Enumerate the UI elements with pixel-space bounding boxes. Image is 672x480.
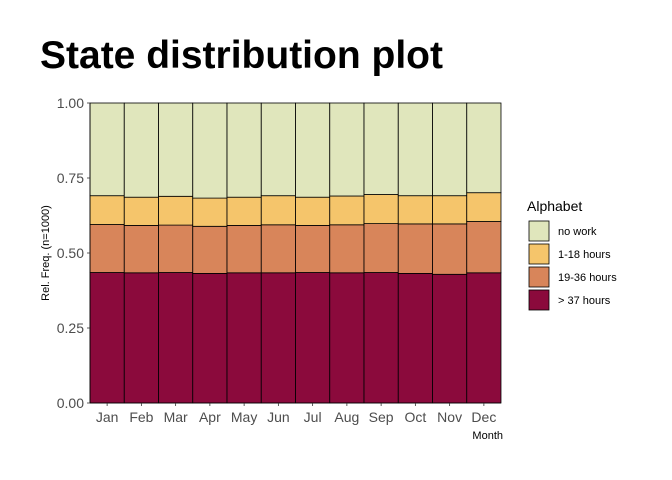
legend-items: no work 1-18 hours 19-36 hours > 37 hours [528, 220, 617, 311]
bar-segment-dec-19-36-hours [466, 221, 502, 274]
y-tick-label: 0.00 [57, 395, 84, 411]
bar-segment-feb-no-work [123, 102, 159, 198]
x-tick-label: May [231, 409, 257, 425]
bar-segment-apr-19-36-hours [192, 225, 228, 274]
x-tick-label: Jun [267, 409, 290, 425]
bar-segment-aug-1-18-hours [329, 195, 365, 226]
bar-segment-mar-19-36-hours [158, 224, 194, 273]
bar-segment-jun-1-18-hours [260, 195, 296, 226]
y-tick-label: 0.25 [57, 320, 84, 336]
bar-segment-jul-19-36-hours [295, 224, 331, 273]
bar-segment-jul-37-hours [295, 272, 331, 404]
bar-segment-jun-19-36-hours [260, 224, 296, 274]
x-axis-title: Month [472, 430, 503, 442]
legend-key [528, 243, 550, 265]
bar-segment-apr-37-hours [192, 272, 228, 404]
legend-key [528, 220, 550, 242]
bar-segment-oct-37-hours [397, 272, 433, 404]
bar-segment-sep-no-work [363, 102, 399, 195]
bar-segment-jan-37-hours [89, 272, 125, 404]
x-tick-label: Dec [471, 409, 496, 425]
bar-segment-jun-no-work [260, 102, 296, 197]
bar-segment-dec-37-hours [466, 272, 502, 404]
x-tick-label: Apr [199, 409, 221, 425]
legend-label: 19-36 hours [558, 272, 617, 284]
bar-segment-mar-37-hours [158, 272, 194, 404]
bar-segment-nov-19-36-hours [432, 223, 468, 275]
bar-segment-aug-37-hours [329, 272, 365, 404]
bar-segment-feb-1-18-hours [123, 196, 159, 226]
bar-segment-nov-1-18-hours [432, 195, 468, 225]
bar-segment-jul-no-work [295, 102, 331, 198]
bar-segment-nov-37-hours [432, 273, 468, 404]
legend-label: 1-18 hours [558, 249, 611, 261]
bar-segment-jun-37-hours [260, 272, 296, 404]
y-tick-label: 0.50 [57, 245, 84, 261]
bar-segment-feb-19-36-hours [123, 224, 159, 274]
bar-segment-sep-37-hours [363, 272, 399, 404]
x-tick-label: Feb [129, 409, 153, 425]
y-tick-label: 1.00 [57, 95, 84, 111]
y-tick-label: 0.75 [57, 170, 84, 186]
bar-segment-dec-no-work [466, 102, 502, 194]
legend-key [528, 289, 550, 311]
x-axis: Jan Feb Mar Apr May Jun Jul Aug Sep Oct Nov Dec [90, 402, 501, 425]
bar-segment-may-37-hours [226, 272, 262, 404]
y-axis-title: Rel. Freq. (n=1000) [40, 205, 52, 301]
bar-segment-mar-no-work [158, 102, 194, 197]
bar-segment-may-19-36-hours [226, 224, 262, 274]
bar-segment-jan-19-36-hours [89, 224, 125, 273]
legend-label: > 37 hours [558, 295, 611, 307]
x-tick-label: Jan [96, 409, 119, 425]
y-axis: 0.00 0.25 0.50 0.75 1.00 [57, 95, 91, 411]
bar-segment-may-no-work [226, 102, 262, 198]
bar-segment-jan-no-work [89, 102, 125, 197]
x-tick-label: Sep [369, 409, 394, 425]
bar-segment-apr-1-18-hours [192, 197, 228, 227]
bar-segment-dec-1-18-hours [466, 192, 502, 222]
legend-key [528, 266, 550, 288]
chart-title: State distribution plot [40, 34, 443, 77]
bar-segment-may-1-18-hours [226, 196, 262, 226]
bar-segment-feb-37-hours [123, 272, 159, 404]
bar-segment-sep-19-36-hours [363, 223, 399, 273]
bar-segment-apr-no-work [192, 102, 228, 199]
x-tick-label: Aug [334, 409, 359, 425]
x-tick-label: Nov [437, 409, 462, 425]
bar-segment-oct-19-36-hours [397, 223, 433, 274]
bar-segment-jul-1-18-hours [295, 196, 331, 226]
bar-segment-nov-no-work [432, 102, 468, 197]
bar-segment-aug-19-36-hours [329, 224, 365, 274]
legend: Alphabet no work 1-18 hours 19-36 hours > 3… [527, 198, 617, 311]
legend-title: Alphabet [527, 198, 582, 214]
bar-segment-oct-1-18-hours [397, 195, 433, 225]
bars-layer [89, 102, 502, 404]
x-tick-label: Oct [404, 409, 426, 425]
bar-segment-jan-1-18-hours [89, 195, 125, 225]
x-tick-label: Jul [304, 409, 322, 425]
bar-segment-sep-1-18-hours [363, 194, 399, 225]
x-tick-label: Mar [164, 409, 188, 425]
bar-segment-mar-1-18-hours [158, 195, 194, 226]
bar-segment-aug-no-work [329, 102, 365, 197]
legend-label: no work [558, 226, 597, 238]
bar-segment-oct-no-work [397, 102, 433, 197]
